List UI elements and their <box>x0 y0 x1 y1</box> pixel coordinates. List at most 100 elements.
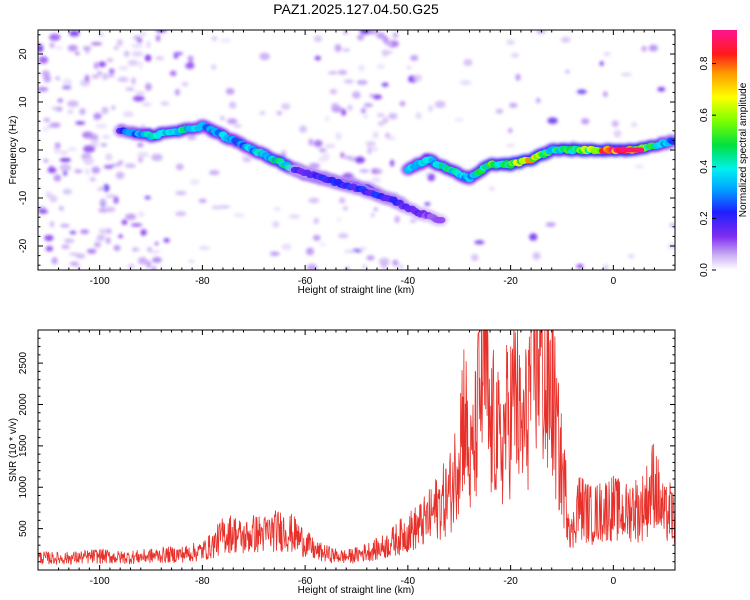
noise-blob <box>105 153 113 161</box>
noise-blob <box>342 48 350 52</box>
noise-blob <box>388 112 398 120</box>
noise-blob <box>49 122 61 128</box>
y-tick-label: 0 <box>18 147 29 153</box>
snr-x-ticks: -100 -80 -60 -40 -20 0 <box>58 330 655 587</box>
noise-blob <box>371 147 378 151</box>
noise-blob <box>336 217 342 222</box>
noise-blob <box>102 134 111 139</box>
noise-blob <box>576 89 587 95</box>
noise-blob <box>634 165 645 169</box>
noise-blob <box>141 102 152 107</box>
noise-blob <box>108 68 115 75</box>
noise-blob <box>382 35 389 44</box>
noise-blob <box>351 91 361 99</box>
spectrogram-y-ticks: -20 -10 0 10 20 <box>18 34 675 266</box>
snr-panel: -100 -80 -60 -40 -20 0 500 1000 1500 2000 2500 He… <box>8 329 676 596</box>
noise-blob <box>565 70 570 74</box>
noise-blob <box>370 177 381 183</box>
noise-blob <box>97 71 102 76</box>
noise-blob <box>344 79 354 84</box>
noise-blob <box>62 78 73 87</box>
noise-blob <box>101 72 109 80</box>
noise-blob <box>108 73 115 78</box>
noise-blob <box>140 229 146 236</box>
noise-blob <box>75 253 86 259</box>
noise-blob <box>64 238 75 244</box>
noise-blob <box>84 167 90 176</box>
noise-blob <box>361 264 368 269</box>
noise-blob <box>95 123 108 129</box>
noise-blob <box>599 61 604 67</box>
noise-blob <box>60 223 70 228</box>
noise-blob <box>331 106 344 113</box>
noise-blob <box>648 44 658 52</box>
y-tick-label: 2500 <box>18 352 29 375</box>
x-tick-label: -60 <box>298 576 313 587</box>
noise-blob <box>113 244 121 251</box>
colorbar-label: Normalized spectral amplitude <box>738 82 749 217</box>
colorbar-tick-label: 0.8 <box>699 56 710 70</box>
noise-blob <box>49 194 58 203</box>
noise-blob <box>38 56 49 64</box>
noise-blob <box>38 45 44 53</box>
noise-blob <box>131 50 144 57</box>
noise-blob <box>91 166 101 174</box>
noise-blob <box>613 129 622 138</box>
noise-blob <box>343 30 348 35</box>
noise-blob <box>103 184 110 192</box>
noise-blob <box>74 169 83 174</box>
noise-blob <box>413 74 423 82</box>
noise-blob <box>69 230 77 235</box>
noise-blob <box>305 247 315 256</box>
noise-blob <box>340 152 345 159</box>
colorbar-ticks: 0.0 0.2 0.4 0.6 0.8 <box>699 56 716 277</box>
noise-blob <box>506 39 515 45</box>
noise-blob <box>363 114 368 119</box>
noise-blob <box>144 195 151 200</box>
noise-blob <box>529 233 538 241</box>
x-tick-label: -20 <box>503 576 518 587</box>
noise-blob <box>620 72 632 77</box>
noise-blob <box>628 253 635 259</box>
noise-blob <box>211 205 222 210</box>
noise-blob <box>358 246 367 251</box>
heat-background-noise <box>38 30 675 270</box>
noise-blob <box>463 59 473 66</box>
ridge-core-blob <box>668 138 675 145</box>
noise-blob <box>319 242 326 247</box>
noise-blob <box>69 261 80 266</box>
noise-blob <box>47 167 57 174</box>
noise-blob <box>189 179 200 185</box>
noise-blob <box>370 212 375 218</box>
noise-blob <box>299 125 307 133</box>
noise-blob <box>67 44 78 52</box>
noise-blob <box>91 74 100 79</box>
noise-blob <box>122 111 135 118</box>
noise-blob <box>145 82 152 91</box>
noise-blob <box>474 240 485 245</box>
noise-blob <box>338 197 346 204</box>
noise-blob <box>185 62 195 70</box>
noise-blob <box>130 223 143 227</box>
noise-blob <box>88 133 99 141</box>
x-tick-label: -40 <box>401 276 416 287</box>
y-tick-label: 10 <box>18 96 29 108</box>
y-tick-label: -10 <box>18 190 29 205</box>
noise-blob <box>313 35 323 43</box>
noise-blob <box>55 46 64 50</box>
noise-blob <box>410 55 419 61</box>
snr-frame <box>37 329 676 571</box>
noise-blob <box>173 55 179 59</box>
noise-blob <box>318 148 327 153</box>
noise-blob <box>98 228 109 235</box>
noise-blob <box>93 112 102 120</box>
noise-blob <box>96 234 106 241</box>
noise-blob <box>186 135 197 140</box>
noise-blob <box>328 70 338 75</box>
noise-blob <box>117 76 129 83</box>
x-tick-label: 0 <box>611 576 617 587</box>
noise-blob <box>146 40 151 49</box>
noise-blob <box>151 266 157 270</box>
noise-blob <box>59 150 69 156</box>
noise-blob <box>198 246 210 250</box>
